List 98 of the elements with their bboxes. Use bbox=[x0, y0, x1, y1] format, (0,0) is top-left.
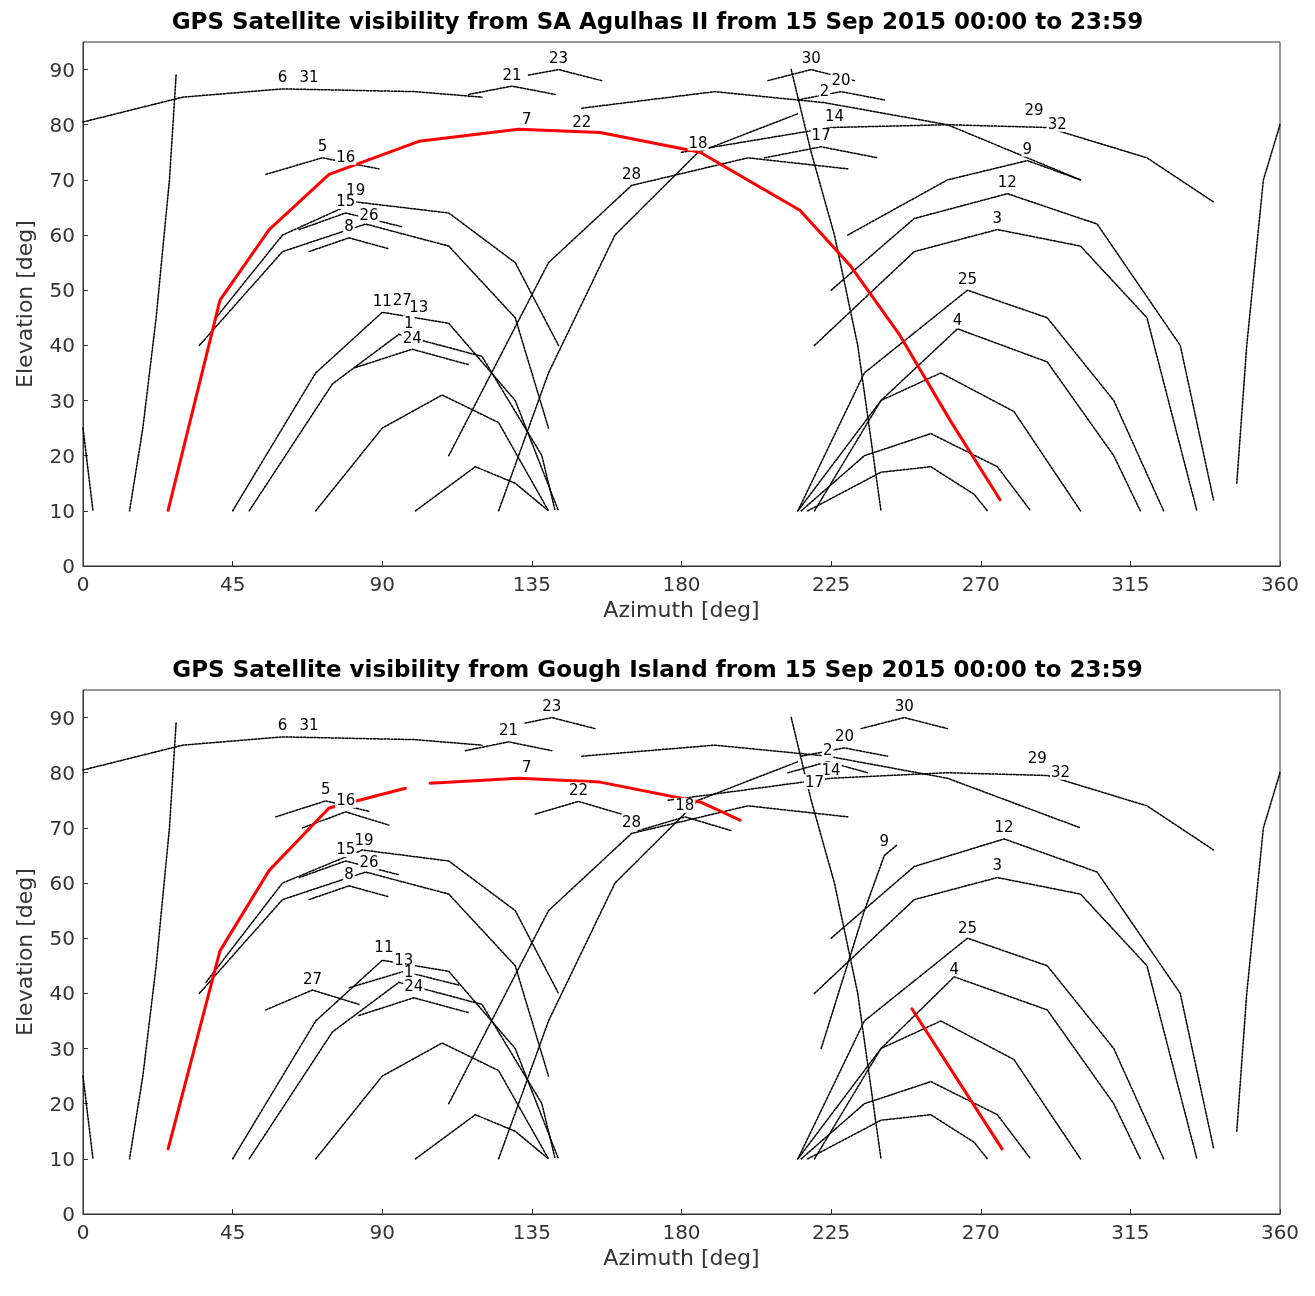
annotation: 20 bbox=[831, 71, 851, 90]
annotation: 26 bbox=[359, 206, 379, 225]
annotation: 24 bbox=[402, 328, 422, 347]
annotation: 31 bbox=[299, 68, 319, 87]
annotation: 31 bbox=[299, 716, 319, 735]
x-tick-label: 360 bbox=[1260, 572, 1300, 596]
y-tick-label: 50 bbox=[49, 278, 75, 303]
annotation: 26 bbox=[359, 853, 379, 872]
annotation: 7 bbox=[522, 109, 532, 128]
x-tick-label: 135 bbox=[512, 1220, 551, 1244]
annotation: 21 bbox=[499, 721, 519, 740]
annotation: 16 bbox=[336, 791, 356, 810]
annotation: 4 bbox=[952, 310, 963, 329]
annotation: 29 bbox=[1027, 749, 1047, 768]
y-tick-label: 20 bbox=[49, 443, 75, 468]
annotation: 8 bbox=[344, 217, 354, 236]
annotation: 28 bbox=[622, 164, 642, 183]
x-tick-label: 180 bbox=[662, 1220, 701, 1244]
x-tick-label: 180 bbox=[662, 572, 701, 596]
y-tick-label: 60 bbox=[49, 223, 75, 248]
x-tick-label: 315 bbox=[1111, 572, 1150, 596]
annotation: 32 bbox=[1047, 115, 1067, 134]
x-tick-label: 225 bbox=[812, 1220, 851, 1244]
y-tick-label: 60 bbox=[49, 871, 75, 896]
x-tick-label: 225 bbox=[812, 572, 851, 596]
annotation: 28 bbox=[622, 812, 642, 831]
annotation: 9 bbox=[879, 831, 890, 850]
x-tick-label: 135 bbox=[512, 572, 551, 596]
y-tick-label: 90 bbox=[49, 57, 75, 82]
annotation: 21 bbox=[502, 65, 522, 84]
y-axis-title: Elevation [deg] bbox=[11, 868, 37, 1036]
annotation: 1 bbox=[404, 313, 414, 332]
y-axis-title: Elevation [deg] bbox=[11, 220, 37, 388]
x-axis-title: Azimuth [deg] bbox=[603, 597, 760, 623]
y-tick-label: 40 bbox=[49, 981, 75, 1006]
annotation: 15 bbox=[336, 840, 356, 859]
annotation: 5 bbox=[317, 137, 328, 156]
y-tick-label: 20 bbox=[49, 1091, 75, 1116]
y-tick-label: 0 bbox=[62, 1202, 75, 1226]
annotation: 17 bbox=[811, 126, 831, 145]
annotation: 6 bbox=[277, 716, 288, 735]
annotation: 11 bbox=[372, 291, 392, 310]
chart-title: GPS Satellite visibility from Gough Island from 15 Sep 2015 00:00 to 23:59 bbox=[172, 655, 1143, 682]
x-tick-label: 270 bbox=[961, 1220, 1000, 1244]
x-tick-label: 45 bbox=[219, 572, 246, 596]
y-tick-label: 40 bbox=[49, 333, 75, 358]
y-tick-label: 50 bbox=[49, 926, 75, 951]
annotation: 12 bbox=[997, 173, 1017, 192]
annotation: 30 bbox=[801, 49, 821, 68]
y-tick-label: 10 bbox=[49, 1146, 75, 1171]
y-tick-label: 90 bbox=[49, 705, 75, 730]
annotation: 3 bbox=[992, 209, 1003, 228]
annotation: 29 bbox=[1024, 101, 1044, 120]
x-tick-label: 270 bbox=[961, 572, 1000, 596]
annotation: 18 bbox=[688, 134, 708, 153]
annotation: 19 bbox=[354, 830, 374, 849]
y-tick-label: 10 bbox=[49, 498, 75, 523]
y-tick-label: 70 bbox=[49, 167, 75, 192]
annotation: 2 bbox=[823, 741, 833, 760]
annotation: 14 bbox=[824, 106, 844, 125]
annotation: 25 bbox=[957, 919, 977, 938]
y-tick-label: 80 bbox=[49, 760, 75, 785]
chart-title: GPS Satellite visibility from SA Agulhas II from 15 Sep 2015 00:00 to 23:59 bbox=[171, 7, 1144, 34]
annotation: 27 bbox=[392, 290, 412, 309]
y-tick-label: 30 bbox=[49, 1036, 75, 1061]
annotation: 16 bbox=[336, 148, 356, 167]
annotation: 6 bbox=[277, 68, 288, 87]
y-tick-label: 70 bbox=[49, 815, 75, 840]
annotation: 30 bbox=[894, 697, 914, 716]
x-tick-label: 45 bbox=[219, 1220, 246, 1244]
annotation: 17 bbox=[804, 772, 825, 791]
x-axis-title: Azimuth [deg] bbox=[603, 1245, 760, 1271]
y-tick-label: 80 bbox=[49, 112, 75, 137]
annotation: 25 bbox=[957, 269, 977, 288]
annotation: 5 bbox=[320, 780, 331, 799]
annotation: 22 bbox=[568, 780, 588, 799]
y-tick-label: 30 bbox=[49, 388, 75, 413]
y-tick-label: 0 bbox=[62, 554, 75, 578]
annotation: 18 bbox=[675, 796, 695, 815]
annotation: 13 bbox=[409, 297, 429, 316]
x-tick-label: 90 bbox=[369, 572, 395, 596]
annotation: 20 bbox=[834, 727, 854, 746]
annotation: 4 bbox=[949, 959, 959, 978]
annotation: 23 bbox=[548, 49, 569, 68]
annotation: 12 bbox=[994, 818, 1014, 837]
x-tick-label: 360 bbox=[1260, 1220, 1300, 1244]
annotation: 3 bbox=[992, 855, 1003, 874]
annotation: 27 bbox=[302, 969, 322, 988]
annotation: 7 bbox=[522, 757, 532, 776]
annotation: 22 bbox=[572, 112, 592, 131]
annotation: 23 bbox=[542, 697, 562, 716]
annotation: 9 bbox=[1022, 140, 1033, 159]
annotation: 32 bbox=[1051, 763, 1071, 782]
annotation: 11 bbox=[374, 938, 394, 957]
x-tick-label: 315 bbox=[1111, 1220, 1150, 1244]
x-tick-label: 90 bbox=[369, 1220, 395, 1244]
annotation: 8 bbox=[344, 865, 354, 884]
annotation: 2 bbox=[819, 82, 830, 101]
